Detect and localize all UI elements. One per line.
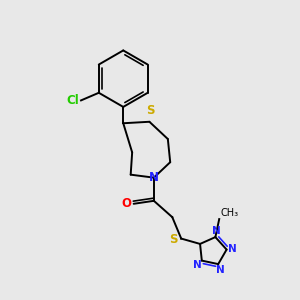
Text: O: O: [121, 197, 131, 210]
Text: N: N: [149, 170, 159, 184]
Text: N: N: [193, 260, 202, 270]
Text: N: N: [216, 265, 225, 275]
Text: N: N: [212, 226, 221, 236]
Text: S: S: [169, 233, 178, 246]
Text: S: S: [146, 104, 155, 117]
Text: CH₃: CH₃: [220, 208, 238, 218]
Text: N: N: [228, 244, 237, 254]
Text: Cl: Cl: [67, 94, 80, 107]
